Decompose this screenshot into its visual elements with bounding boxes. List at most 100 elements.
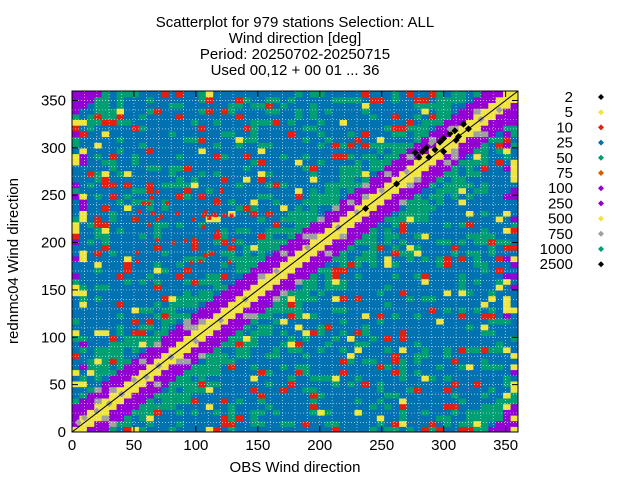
density-cell bbox=[146, 233, 155, 240]
density-cell bbox=[399, 170, 408, 177]
density-cell bbox=[72, 392, 80, 399]
density-cell bbox=[124, 136, 132, 143]
density-cell bbox=[510, 267, 518, 274]
density-cell bbox=[443, 324, 452, 331]
density-cell bbox=[146, 136, 155, 143]
density-cell bbox=[354, 96, 363, 103]
density-cell bbox=[339, 96, 348, 103]
density-cell bbox=[406, 324, 415, 331]
density-cell bbox=[421, 238, 430, 246]
density-cell bbox=[413, 420, 422, 427]
density-cell bbox=[280, 289, 289, 297]
density-cell bbox=[480, 267, 489, 274]
density-cell bbox=[413, 108, 422, 115]
density-cell bbox=[161, 329, 170, 336]
density-cell bbox=[109, 375, 118, 382]
density-cell bbox=[220, 272, 229, 280]
density-cell bbox=[473, 108, 482, 115]
density-cell bbox=[376, 159, 385, 166]
density-cell bbox=[317, 324, 326, 331]
density-cell bbox=[480, 210, 489, 217]
density-cell bbox=[421, 341, 430, 348]
density-cell bbox=[458, 176, 467, 183]
density-cell bbox=[131, 341, 140, 348]
density-cell bbox=[369, 409, 378, 416]
density-cell bbox=[243, 397, 251, 405]
density-cell bbox=[332, 91, 341, 98]
density-cell bbox=[473, 301, 482, 308]
density-cell bbox=[272, 119, 281, 126]
density-cell bbox=[168, 312, 177, 319]
density-cell bbox=[510, 204, 518, 211]
density-cell bbox=[361, 307, 370, 314]
density-cell bbox=[124, 181, 132, 189]
data-point bbox=[440, 134, 448, 142]
density-cell bbox=[391, 267, 400, 274]
density-cell bbox=[451, 278, 460, 285]
density-cell bbox=[198, 147, 207, 155]
density-cell bbox=[503, 420, 512, 427]
density-cell bbox=[153, 193, 162, 200]
density-cell bbox=[413, 409, 422, 416]
density-cell bbox=[198, 187, 207, 194]
density-cell bbox=[324, 199, 333, 206]
density-cell bbox=[369, 295, 378, 302]
density-cell bbox=[287, 233, 296, 240]
density-cell bbox=[317, 272, 326, 280]
density-cell bbox=[443, 159, 452, 166]
density-cell bbox=[101, 324, 110, 331]
density-cell bbox=[161, 164, 170, 172]
density-cell bbox=[109, 301, 118, 308]
density-cell bbox=[168, 221, 177, 228]
density-cell bbox=[428, 125, 437, 132]
density-cell bbox=[138, 221, 147, 228]
density-cell bbox=[495, 210, 504, 217]
density-cell bbox=[391, 272, 400, 280]
density-cell bbox=[250, 426, 259, 432]
density-cell bbox=[161, 284, 170, 291]
density-cell bbox=[339, 335, 348, 342]
density-cell bbox=[124, 255, 132, 263]
density-cell bbox=[436, 261, 445, 268]
density-cell bbox=[458, 414, 467, 422]
density-cell bbox=[376, 392, 385, 399]
density-cell bbox=[250, 193, 259, 200]
density-cell bbox=[79, 142, 88, 149]
density-cell bbox=[451, 199, 460, 206]
density-cell bbox=[124, 420, 132, 427]
density-cell bbox=[190, 409, 199, 416]
density-cell bbox=[309, 108, 318, 115]
density-cell bbox=[287, 346, 296, 354]
density-cell bbox=[324, 409, 333, 416]
data-point bbox=[427, 139, 435, 147]
density-cell bbox=[101, 375, 110, 382]
density-cell bbox=[332, 352, 341, 359]
density-cell bbox=[406, 420, 415, 427]
density-cell bbox=[339, 170, 348, 177]
density-cell bbox=[168, 199, 177, 206]
density-cell bbox=[72, 91, 80, 98]
density-cell bbox=[369, 136, 378, 143]
density-cell bbox=[257, 216, 266, 223]
density-cell bbox=[488, 346, 497, 354]
density-cell bbox=[183, 272, 192, 280]
density-cell bbox=[109, 216, 118, 223]
density-cell bbox=[228, 96, 237, 103]
density-cell bbox=[428, 238, 437, 246]
density-cell bbox=[466, 380, 474, 388]
density-cell bbox=[183, 91, 192, 98]
density-cell bbox=[451, 153, 460, 160]
density-cell bbox=[421, 261, 430, 268]
density-cell bbox=[72, 363, 80, 371]
density-cell bbox=[458, 261, 467, 268]
density-cell bbox=[480, 164, 489, 172]
density-cell bbox=[295, 375, 303, 382]
density-cell bbox=[391, 352, 400, 359]
density-cell bbox=[488, 164, 497, 172]
density-cell bbox=[146, 312, 155, 319]
density-cell bbox=[458, 346, 467, 354]
density-cell bbox=[131, 113, 140, 120]
density-cell bbox=[124, 346, 132, 354]
density-cell bbox=[109, 329, 118, 336]
density-cell bbox=[451, 375, 460, 382]
